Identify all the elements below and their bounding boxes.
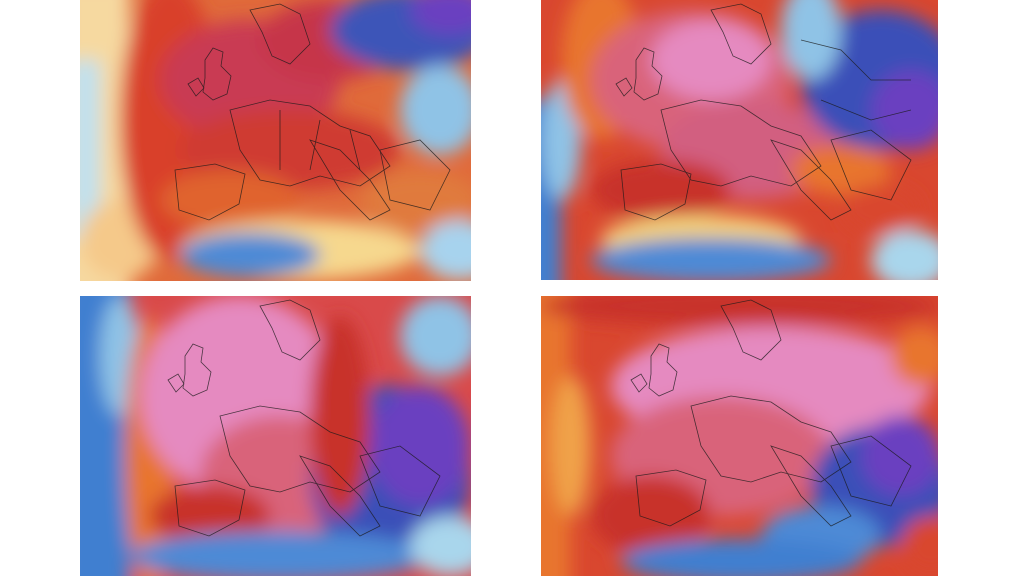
temperature-anomaly-map — [80, 296, 471, 576]
map-panel-4 — [541, 296, 938, 576]
temperature-anomaly-map — [541, 0, 938, 280]
map-panel-2 — [541, 0, 938, 280]
anomaly-field — [80, 296, 471, 576]
anomaly-field — [541, 0, 938, 280]
country-borders — [174, 3, 451, 221]
temperature-anomaly-map — [541, 296, 938, 576]
country-borders — [615, 3, 912, 221]
country-borders — [630, 299, 912, 527]
anomaly-field — [80, 0, 471, 281]
map-panel-1 — [80, 0, 471, 281]
anomaly-field — [541, 296, 938, 576]
country-borders — [167, 299, 441, 537]
temperature-anomaly-map — [80, 0, 471, 281]
map-panel-3 — [80, 296, 471, 576]
